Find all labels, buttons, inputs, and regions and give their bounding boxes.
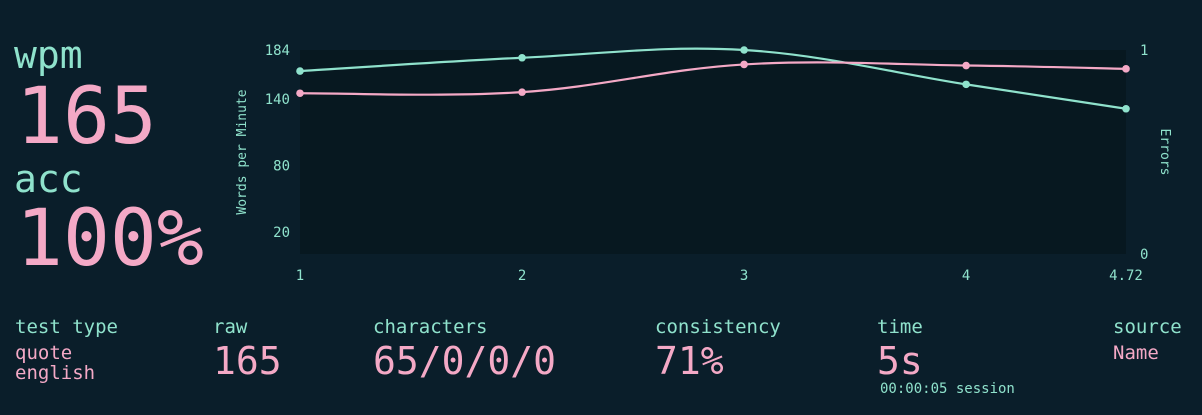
source-label: source xyxy=(1113,316,1182,338)
series-point-1 xyxy=(962,80,970,89)
series-point-1 xyxy=(518,53,526,62)
x-tick-label: 2 xyxy=(518,268,526,284)
series-point-2 xyxy=(1122,65,1130,73)
x-tick-label: 1 xyxy=(296,268,304,284)
y-tick-label: 20 xyxy=(273,225,290,241)
y2-axis-label: Errors xyxy=(1157,129,1172,176)
y2-tick-label: 0 xyxy=(1140,247,1148,263)
series-point-2 xyxy=(296,89,304,98)
test-type-language: english xyxy=(15,362,96,384)
characters-value: 65/0/0/0 xyxy=(373,339,557,383)
y-tick-label: 140 xyxy=(265,92,290,108)
y-axis-label: Words per Minute xyxy=(235,89,250,214)
x-tick-label: 3 xyxy=(740,268,748,284)
wpm-value: 165 xyxy=(16,72,157,162)
series-point-1 xyxy=(1122,104,1130,113)
consistency-label: consistency xyxy=(655,316,781,338)
x-tick-label: 4 xyxy=(962,268,970,284)
x-tick-label: 4.72 xyxy=(1109,268,1143,284)
series-point-2 xyxy=(962,61,970,70)
raw-label: raw xyxy=(213,316,248,338)
y-tick-label: 184 xyxy=(265,43,290,59)
consistency-value: 71% xyxy=(655,339,724,383)
time-label: time xyxy=(877,316,923,338)
y-tick-label: 80 xyxy=(273,158,290,174)
y2-tick-label: 1 xyxy=(1140,43,1148,59)
acc-value: 100% xyxy=(16,194,204,284)
series-point-2 xyxy=(518,88,526,96)
wpm-label: wpm xyxy=(14,33,83,77)
plot-area xyxy=(300,50,1126,254)
series-point-1 xyxy=(296,67,304,75)
source-link[interactable]: Name xyxy=(1113,342,1159,364)
characters-label: characters xyxy=(373,316,488,338)
acc-label: acc xyxy=(14,157,83,201)
test-type-mode: quote xyxy=(15,342,73,364)
raw-value: 165 xyxy=(213,339,282,383)
time-value: 5s xyxy=(877,339,923,383)
wpm-chart: Words per Minute Errors 20 80 140 184 0 1 1 2… xyxy=(235,43,1172,284)
session-time: 00:00:05 session xyxy=(880,381,1015,397)
test-type-label: test type xyxy=(15,316,118,338)
series-point-1 xyxy=(740,46,748,54)
series-point-2 xyxy=(740,60,748,69)
